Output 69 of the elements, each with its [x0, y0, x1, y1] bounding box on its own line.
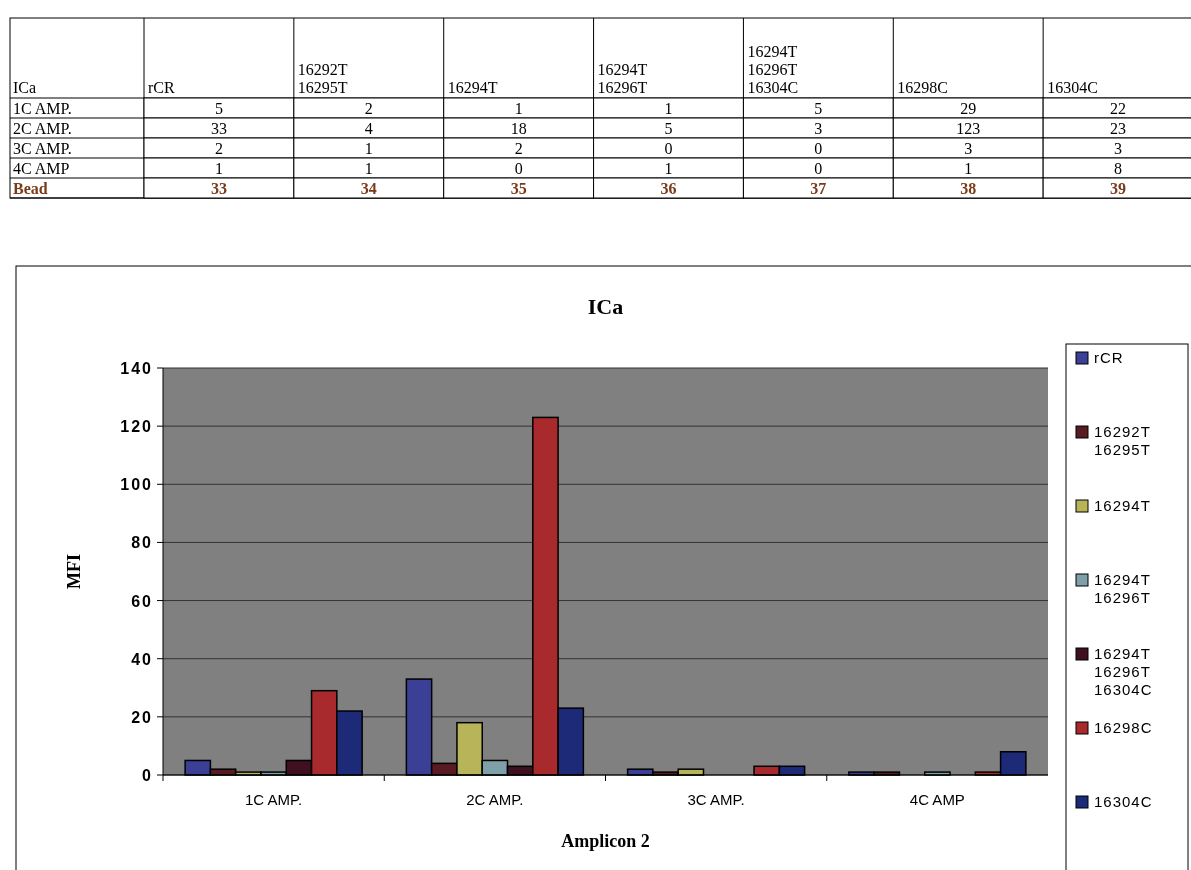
- data-label: 0: [814, 140, 823, 157]
- data-label: 1: [364, 160, 373, 177]
- x-tick-label: 16292T 16295T: [297, 61, 348, 96]
- data-label: 1: [964, 160, 973, 177]
- data-label: 1: [514, 100, 523, 117]
- data-label: 35: [510, 180, 527, 197]
- y-tick-label: Bead: [13, 180, 48, 197]
- data-label: 29: [960, 100, 977, 117]
- y-tick-label: 80: [131, 534, 153, 552]
- data-label: 0: [514, 160, 523, 177]
- data-label: 1: [664, 100, 673, 117]
- data-label: 39: [1110, 180, 1127, 197]
- x-tick-label: 4C AMP: [909, 791, 965, 808]
- chart-title: ICa: [13, 79, 37, 96]
- y-tick-label: 0: [142, 767, 153, 784]
- x-tick-label: 16304C: [1047, 79, 1098, 96]
- y-axis-title: MFI: [64, 554, 84, 589]
- x-tick-label: 16298C: [897, 79, 948, 96]
- data-label: 5: [814, 100, 823, 117]
- data-label: 2: [514, 140, 523, 157]
- data-label: 123: [956, 120, 981, 137]
- data-label: 1: [664, 160, 673, 177]
- x-tick-label: rCR: [148, 79, 175, 96]
- chart-title: ICa: [587, 294, 624, 319]
- y-tick-label: 40: [131, 650, 153, 668]
- data-label: 2: [364, 100, 373, 117]
- x-tick-label: 1C AMP.: [244, 791, 303, 808]
- data-label: 5: [214, 100, 223, 117]
- y-tick-label: 3C AMP.: [13, 140, 72, 157]
- data-label: 38: [960, 180, 977, 197]
- data-label: 22: [1110, 100, 1127, 117]
- data-label: 33: [210, 180, 227, 197]
- data-label: 33: [210, 120, 227, 137]
- data-label: 0: [664, 140, 673, 157]
- y-tick-label: 4C AMP: [13, 160, 70, 177]
- y-tick-label: 60: [131, 592, 153, 610]
- data-label: 36: [660, 180, 677, 197]
- data-label: 3: [1114, 140, 1123, 157]
- data-label: 37: [810, 180, 827, 197]
- data-label: 2: [214, 140, 223, 157]
- data-label: 3: [814, 120, 823, 137]
- y-tick-label: 2C AMP.: [13, 120, 72, 137]
- y-tick-label: 20: [131, 708, 153, 726]
- data-label: 23: [1110, 120, 1127, 137]
- y-tick-label: 100: [120, 476, 153, 494]
- data-label: 4: [364, 120, 373, 137]
- y-tick-label: 140: [120, 360, 153, 377]
- legend-label: 16294T 16296T 16304C: [1094, 645, 1153, 698]
- y-tick-label: 120: [120, 418, 153, 436]
- data-label: 1: [364, 140, 373, 157]
- data-label: 5: [664, 120, 673, 137]
- data-label: 0: [814, 160, 823, 177]
- legend-label: 16298C: [1094, 719, 1153, 736]
- data-label: 8: [1114, 160, 1123, 177]
- x-axis-title: Amplicon 2: [561, 831, 650, 851]
- x-tick-label: 16294T 16296T: [597, 61, 648, 96]
- data-label: 3: [964, 140, 973, 157]
- data-label: 18: [510, 120, 527, 137]
- x-tick-label: 3C AMP.: [687, 791, 745, 808]
- x-tick-label: 16294T 16296T 16304C: [747, 43, 799, 96]
- legend-label: 16294T: [1094, 497, 1151, 514]
- x-tick-label: 16294T: [447, 79, 498, 96]
- legend-label: 16292T 16295T: [1094, 423, 1151, 458]
- legend-label: 16294T 16296T: [1094, 571, 1151, 606]
- legend-label: rCR: [1094, 349, 1124, 366]
- x-tick-label: 2C AMP.: [466, 791, 524, 808]
- data-label: 34: [360, 180, 377, 197]
- data-label: 1: [214, 160, 223, 177]
- y-tick-label: 1C AMP.: [13, 100, 72, 117]
